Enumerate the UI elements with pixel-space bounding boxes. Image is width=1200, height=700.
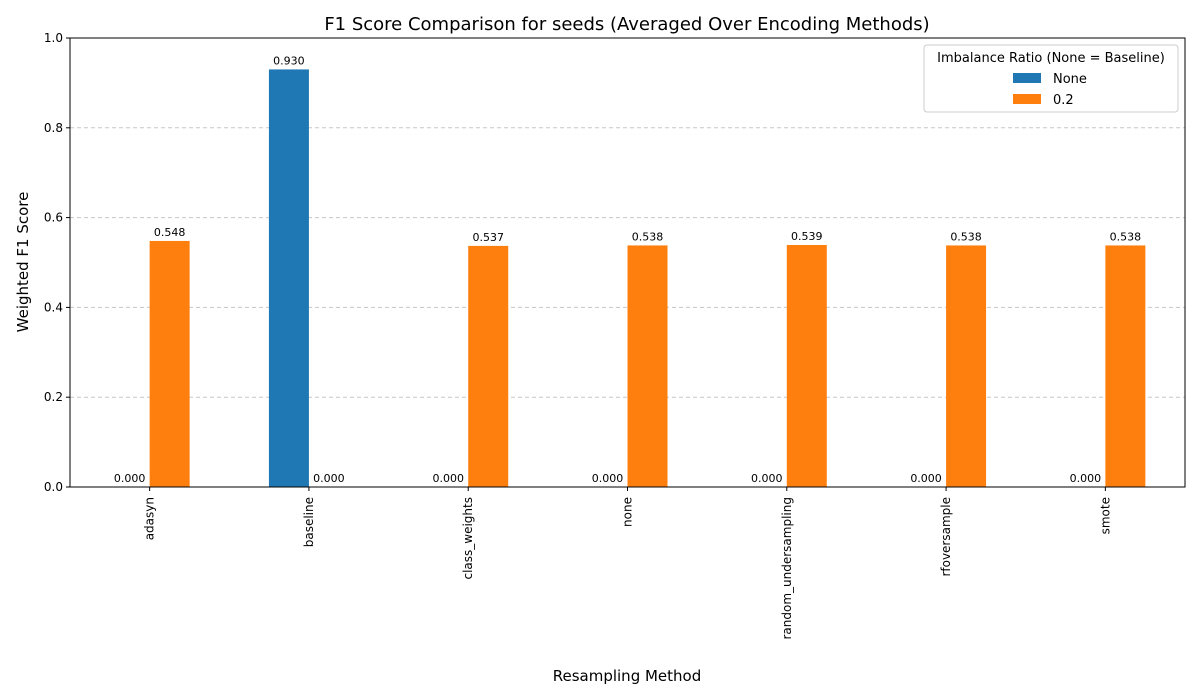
- legend-box: [923, 44, 1179, 113]
- y-axis-ticks: 0.0 0.2 0.4 0.6 0.8 1.0: [44, 31, 70, 494]
- y-axis-label: Weighted F1 Score: [14, 192, 32, 333]
- data-label: 0.930: [273, 54, 305, 67]
- data-label: 0.000: [114, 472, 146, 485]
- y-tick-label: 0.2: [44, 390, 63, 404]
- y-tick-label: 0.6: [44, 211, 63, 225]
- data-label: 0.538: [632, 230, 664, 243]
- bar-class_weights-0.2: [468, 245, 509, 487]
- data-label: 0.000: [751, 472, 783, 485]
- data-label: 0.538: [950, 230, 982, 243]
- data-label: 0.000: [1070, 472, 1102, 485]
- bar-rfoversample-0.2: [946, 245, 987, 487]
- bar-random_undersampling-0.2: [786, 244, 827, 487]
- legend-items: None 0.2: [1013, 72, 1087, 108]
- x-tick-label: class_weights: [461, 497, 475, 580]
- bar-none-0.2: [627, 245, 668, 487]
- x-tick-label: random_undersampling: [780, 497, 794, 640]
- legend: Imbalance Ratio (None = Baseline) None 0.…: [923, 44, 1179, 113]
- data-label: 0.548: [154, 226, 186, 239]
- y-tick-label: 0.4: [44, 300, 63, 314]
- data-label: 0.000: [313, 472, 345, 485]
- y-tick-label: 0.0: [44, 480, 63, 494]
- x-tick-label: baseline: [302, 497, 316, 547]
- chart-title: F1 Score Comparison for seeds (Averaged …: [324, 14, 929, 35]
- x-tick-label: none: [621, 497, 635, 527]
- y-tick-label: 1.0: [44, 31, 63, 45]
- data-label: 0.000: [592, 472, 624, 485]
- legend-title: Imbalance Ratio (None = Baseline): [937, 51, 1165, 66]
- data-labels: 0.000 0.548 0.930 0.000 0.000 0.537 0.000 0.538…: [114, 54, 1141, 485]
- legend-swatch: [1013, 73, 1041, 83]
- bar-adasyn-0.2: [149, 240, 190, 487]
- x-tick-label: adasyn: [143, 497, 157, 540]
- x-axis-ticks: adasyn baseline class_weights none random_un…: [143, 487, 1112, 640]
- bar-baseline-None: [268, 69, 309, 488]
- legend-swatch: [1013, 94, 1041, 104]
- x-tick-label: smote: [1098, 497, 1112, 534]
- data-label: 0.538: [1110, 230, 1142, 243]
- x-tick-label: rfoversample: [939, 497, 953, 577]
- data-label: 0.537: [472, 231, 504, 244]
- x-axis-label: Resampling Method: [553, 667, 702, 685]
- data-label: 0.000: [910, 472, 942, 485]
- bar-smote-0.2: [1105, 245, 1146, 487]
- data-label: 0.000: [432, 472, 464, 485]
- bars: [149, 69, 1146, 488]
- grid-lines: [70, 127, 1185, 398]
- legend-entry: None: [1053, 72, 1087, 87]
- y-tick-label: 0.8: [44, 121, 63, 135]
- data-label: 0.539: [791, 230, 823, 243]
- legend-entry: 0.2: [1053, 93, 1074, 108]
